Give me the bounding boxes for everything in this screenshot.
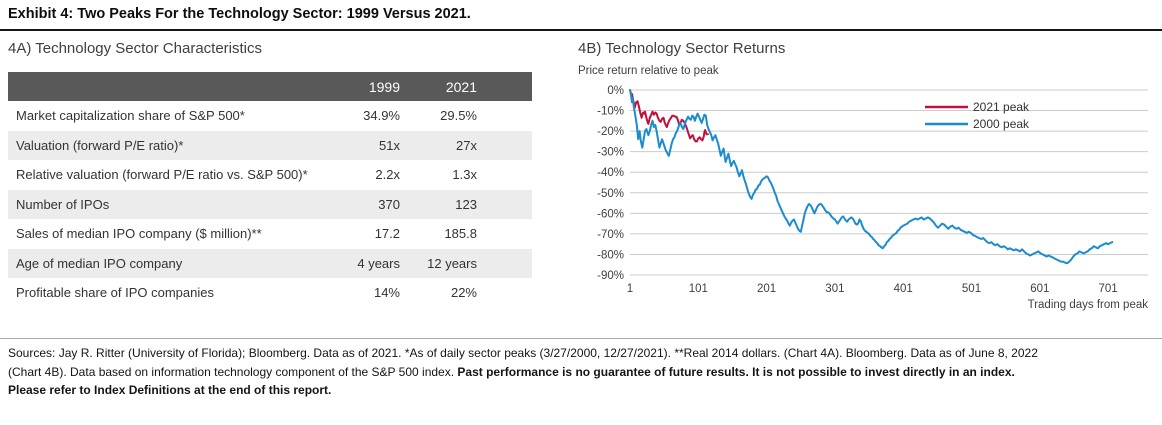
row-label: Age of median IPO company <box>16 255 183 271</box>
y-tick-label: -60% <box>597 208 624 220</box>
y-tick-label: 0% <box>607 85 624 97</box>
column-header-2021: 2021 <box>445 78 477 95</box>
y-tick-label: -80% <box>597 249 624 261</box>
table-row: Profitable share of IPO companies 14% 22% <box>8 278 532 308</box>
value-2021: 123 <box>455 196 477 212</box>
footer-line2-normal: (Chart 4B). Data based on information te… <box>8 364 458 379</box>
column-header-1999: 1999 <box>368 78 400 95</box>
table-row: Age of median IPO company 4 years 12 years <box>8 248 532 278</box>
footer-line2-disclaimer: Past performance is no guarantee of futu… <box>457 364 1015 379</box>
value-2021: 29.5% <box>440 108 477 124</box>
value-1999: 2.2x <box>375 167 400 183</box>
value-1999: 34.9% <box>363 108 400 124</box>
title-rule <box>0 29 1162 31</box>
footer-line1: Sources: Jay R. Ritter (University of Fl… <box>8 346 1038 360</box>
table-row: Sales of median IPO company ($ million)*… <box>8 219 532 249</box>
x-tick-label: 301 <box>825 283 844 295</box>
footer-divider <box>0 338 1162 339</box>
row-label: Market capitalization share of S&P 500* <box>16 108 245 124</box>
value-1999: 4 years <box>357 255 400 271</box>
table-row: Valuation (forward P/E ratio)* 51x 27x <box>8 130 532 160</box>
returns-chart: 0% -10% -20% -30% -40% -50% -60% -70% -80% -90%1 1… <box>597 85 1149 311</box>
y-tick-label: -10% <box>597 106 624 118</box>
x-axis-label: Trading days from peak <box>1028 299 1149 311</box>
table-row: Relative valuation (forward P/E ratio vs… <box>8 160 532 190</box>
footer-line3-disclaimer: Please refer to Index Definitions at the… <box>8 383 332 397</box>
row-label: Relative valuation (forward P/E ratio vs… <box>16 167 308 183</box>
value-1999: 17.2 <box>374 226 400 242</box>
row-label: Number of IPOs <box>16 196 110 212</box>
value-1999: 51x <box>379 137 400 153</box>
x-tick-label: 101 <box>689 283 708 295</box>
characteristics-table: 1999 2021 Market capitalization share of… <box>8 72 532 308</box>
value-2021: 185.8 <box>444 226 477 242</box>
table-row: Number of IPOs 370 123 <box>8 189 532 219</box>
chart-section-heading: 4B) Technology Sector Returns <box>578 40 786 57</box>
value-2021: 1.3x <box>452 167 477 183</box>
legend-label: 2000 peak <box>973 117 1030 131</box>
value-2021: 27x <box>456 137 477 153</box>
x-tick-label: 501 <box>962 283 981 295</box>
x-tick-label: 401 <box>894 283 913 295</box>
x-tick-label: 1 <box>627 283 633 295</box>
row-label: Sales of median IPO company ($ million)*… <box>16 226 262 242</box>
x-tick-label: 201 <box>757 283 776 295</box>
footer-notes: Sources: Jay R. Ritter (University of Fl… <box>8 344 1158 400</box>
table-row: Market capitalization share of S&P 500* 3… <box>8 101 532 131</box>
legend-label: 2021 peak <box>973 100 1030 114</box>
y-tick-label: -40% <box>597 167 624 179</box>
y-tick-label: -30% <box>597 147 624 159</box>
y-axis-title: Price return relative to peak <box>578 65 719 77</box>
row-label: Valuation (forward P/E ratio)* <box>16 137 184 153</box>
series-line-2021-peak <box>629 89 709 143</box>
y-tick-label: -90% <box>597 270 624 282</box>
value-2021: 12 years <box>427 255 477 271</box>
row-label: Profitable share of IPO companies <box>16 285 214 301</box>
value-2021: 22% <box>450 285 477 301</box>
y-tick-label: -70% <box>597 229 624 241</box>
table-section-heading: 4A) Technology Sector Characteristics <box>8 40 263 57</box>
x-tick-label: 701 <box>1099 283 1118 295</box>
table-header-row: 1999 2021 <box>8 72 532 101</box>
series-line-2000-peak <box>629 89 1114 265</box>
y-tick-label: -20% <box>597 126 624 138</box>
x-tick-label: 601 <box>1030 283 1049 295</box>
exhibit-title: Exhibit 4: Two Peaks For the Technology … <box>8 6 471 22</box>
value-1999: 370 <box>378 196 400 212</box>
y-tick-label: -50% <box>597 188 624 200</box>
value-1999: 14% <box>373 285 400 301</box>
table-body: Market capitalization share of S&P 500* 3… <box>8 101 532 308</box>
